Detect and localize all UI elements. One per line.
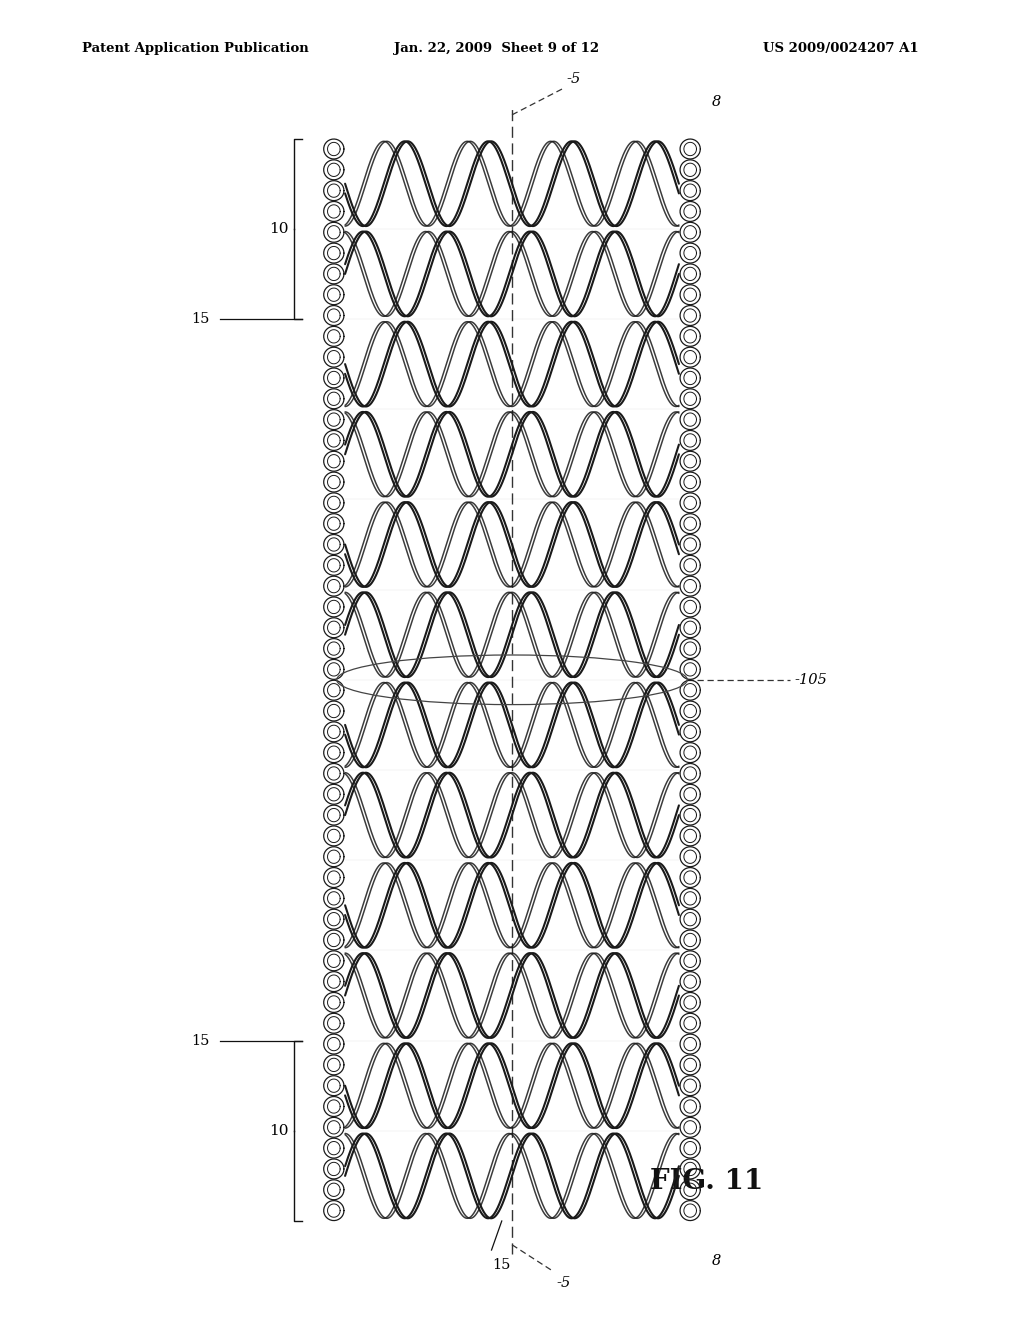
- Text: 10: 10: [269, 1123, 289, 1138]
- Text: 15: 15: [493, 1258, 511, 1272]
- Text: 15: 15: [191, 1034, 210, 1048]
- Text: 8: 8: [712, 1254, 721, 1267]
- Text: 8: 8: [712, 95, 721, 108]
- Text: 10: 10: [269, 222, 289, 236]
- Text: 15: 15: [191, 312, 210, 326]
- Text: -5: -5: [556, 1276, 570, 1291]
- Text: -105: -105: [795, 673, 827, 686]
- Text: Jan. 22, 2009  Sheet 9 of 12: Jan. 22, 2009 Sheet 9 of 12: [394, 42, 599, 55]
- Text: -5: -5: [566, 71, 581, 86]
- Text: US 2009/0024207 A1: US 2009/0024207 A1: [763, 42, 919, 55]
- Text: Patent Application Publication: Patent Application Publication: [82, 42, 308, 55]
- Text: FIG. 11: FIG. 11: [650, 1168, 764, 1195]
